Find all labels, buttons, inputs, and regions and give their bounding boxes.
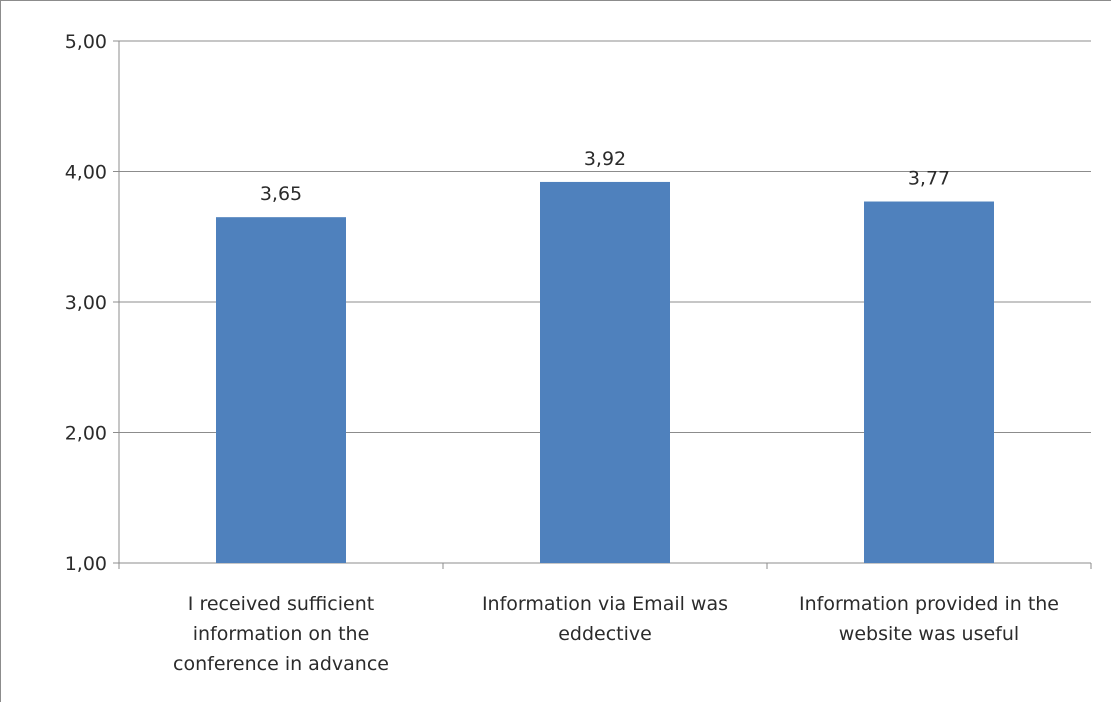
x-category-label: Information via Email was eddective	[482, 593, 728, 645]
labels: 1,00 2,00 3,00 4,00 5,00 3,65 I received suffi…	[65, 31, 1059, 675]
x-category-label-line: Information provided in the	[799, 593, 1059, 615]
x-category-label-line: website was useful	[839, 623, 1019, 645]
x-category-label-line: Information via Email was	[482, 593, 728, 615]
bars	[216, 181, 994, 564]
y-tick-label: 1,00	[65, 553, 107, 575]
bar	[540, 181, 670, 563]
x-category-label: Information provided in the website was u…	[799, 593, 1059, 645]
x-category-label: I received sufficient information on the c…	[173, 593, 389, 675]
x-category-label-line: information on the	[193, 623, 370, 645]
x-category-label-line: conference in advance	[173, 653, 389, 675]
data-label: 3,92	[584, 148, 626, 170]
x-category-label-line: eddective	[558, 623, 652, 645]
bar	[216, 217, 346, 564]
y-tick-label: 5,00	[65, 31, 107, 53]
y-tick-label: 3,00	[65, 292, 107, 314]
bar	[864, 201, 994, 563]
data-label: 3,77	[908, 168, 950, 190]
data-label: 3,65	[260, 183, 302, 205]
y-tick-label: 2,00	[65, 423, 107, 445]
y-tick-label: 4,00	[65, 162, 107, 184]
x-category-label-line: I received sufficient	[188, 593, 374, 615]
